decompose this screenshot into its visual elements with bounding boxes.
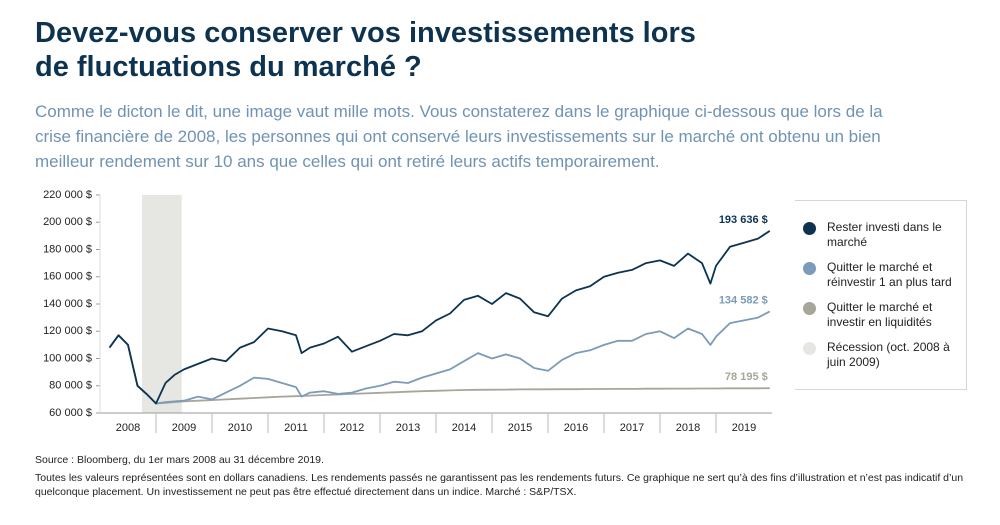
x-tick-label: 2019 bbox=[732, 422, 756, 434]
x-tick-label: 2012 bbox=[340, 422, 364, 434]
x-tick-label: 2017 bbox=[620, 422, 644, 434]
disclaimer-note: Toutes les valeurs représentées sont en … bbox=[35, 472, 964, 498]
recession-band bbox=[142, 195, 182, 413]
legend-item: Quitter le marché et réinvestir 1 an plu… bbox=[803, 260, 963, 290]
legend-label: Rester investi dans le marché bbox=[827, 220, 942, 249]
x-tick-label: 2015 bbox=[508, 422, 532, 434]
end-value-label: 78 195 $ bbox=[725, 371, 768, 383]
y-tick-label: 180 000 $ bbox=[43, 243, 92, 255]
legend-swatch bbox=[803, 302, 816, 315]
legend-label: Récession (oct. 2008 à juin 2009) bbox=[827, 340, 950, 369]
source-note: Source : Bloomberg, du 1er mars 2008 au … bbox=[35, 454, 324, 466]
legend-label: Quitter le marché et investir en liquidi… bbox=[827, 300, 933, 329]
y-tick-label: 120 000 $ bbox=[43, 325, 92, 337]
x-tick-label: 2013 bbox=[396, 422, 420, 434]
series-line bbox=[108, 310, 771, 405]
y-tick-label: 140 000 $ bbox=[43, 298, 92, 310]
legend-swatch bbox=[803, 342, 816, 355]
y-tick-label: 200 000 $ bbox=[43, 216, 92, 228]
x-tick-label: 2016 bbox=[564, 422, 588, 434]
x-tick-label: 2009 bbox=[172, 422, 196, 434]
x-tick-label: 2008 bbox=[116, 422, 140, 434]
y-tick-label: 80 000 $ bbox=[49, 380, 92, 392]
legend: Rester investi dans le marché Quitter le … bbox=[795, 200, 967, 390]
y-tick-label: 220 000 $ bbox=[43, 189, 92, 201]
chart-subtitle: Comme le dicton le dit, une image vaut m… bbox=[35, 102, 883, 171]
end-value-label: 134 582 $ bbox=[719, 294, 768, 306]
legend-item: Quitter le marché et investir en liquidi… bbox=[803, 300, 963, 330]
series-line bbox=[108, 230, 771, 405]
end-value-label: 193 636 $ bbox=[719, 214, 768, 226]
y-tick-label: 160 000 $ bbox=[43, 271, 92, 283]
y-tick-label: 60 000 $ bbox=[49, 407, 92, 419]
legend-swatch bbox=[803, 222, 816, 235]
x-tick-label: 2018 bbox=[676, 422, 700, 434]
y-tick-label: 100 000 $ bbox=[43, 352, 92, 364]
x-tick-label: 2010 bbox=[228, 422, 252, 434]
chart-title: Devez-vous conserver vos investissements… bbox=[35, 17, 696, 83]
series-line bbox=[108, 334, 770, 405]
legend-item: Récession (oct. 2008 à juin 2009) bbox=[803, 340, 963, 370]
legend-label: Quitter le marché et réinvestir 1 an plu… bbox=[827, 260, 952, 289]
x-tick-label: 2014 bbox=[452, 422, 476, 434]
legend-item: Rester investi dans le marché bbox=[803, 220, 963, 250]
x-tick-label: 2011 bbox=[284, 422, 308, 434]
legend-swatch bbox=[803, 262, 816, 275]
